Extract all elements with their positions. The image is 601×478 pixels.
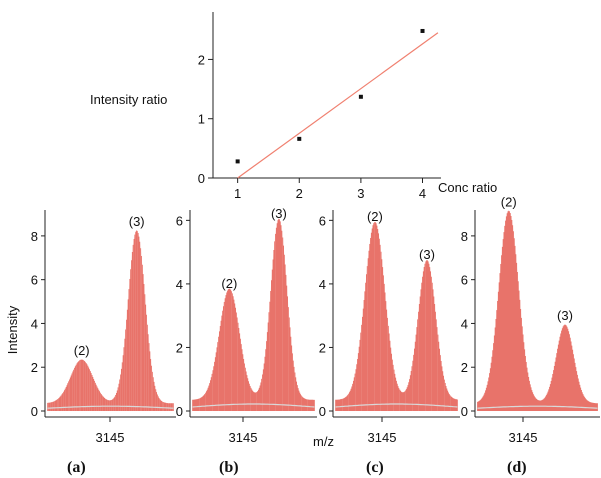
y-tick-label: 8 [461,229,468,244]
inset-x-tick-label: 4 [419,186,426,201]
spectrum-lines [47,230,174,411]
inset-fit-line [237,32,439,179]
y-tick-label: 2 [31,360,38,375]
inset-y-tick-label: 0 [198,171,205,186]
baseline-trace [335,403,458,408]
y-tick-label: 2 [319,340,326,355]
y-tick-label: 0 [319,404,326,419]
inset-y-tick-label: 1 [198,112,205,127]
inset-y-tick-label: 2 [198,52,205,67]
inset-x-tick-label: 3 [357,186,364,201]
spectrum-lines [192,218,315,411]
y-tick-label: 4 [176,277,183,292]
y-tick-label: 4 [31,316,38,331]
inset-x-axis-label: Conc ratio [438,180,497,195]
peak-label: (3) [271,206,287,221]
fit-line [237,32,439,179]
x-tick-label: 3145 [96,430,125,445]
baseline-trace [192,403,315,408]
y-tick-label: 4 [319,277,326,292]
peak-label: (2) [74,343,90,358]
inset-y-axis-label: Intensity ratio [90,92,167,107]
spectrum-panel-d: 0 2 4 6 8 3145 (2) (3) [461,194,600,445]
baseline-trace [47,405,174,409]
y-tick-label: 2 [461,360,468,375]
y-tick-label: 6 [31,273,38,288]
peak-label: (2) [367,209,383,224]
data-point [420,28,425,33]
spectrum-lines [335,222,458,411]
spectrum-panel-b: 0 2 4 6 3145 (2) (3) [176,206,317,445]
data-point [297,136,302,141]
inset-scatter-chart: 0 1 2 1 2 3 4 Intensity ratio Conc ratio [90,12,497,201]
baseline-trace [477,405,598,409]
peak-label: (3) [129,214,145,229]
inset-axes: 0 1 2 1 2 3 4 [198,12,441,201]
y-tick-label: 4 [461,316,468,331]
y-tick-label: 0 [31,404,38,419]
data-point [235,159,240,164]
spectrum-panel-c: 0 2 4 6 3145 (2) (3) [319,209,460,445]
spectrum-panel-a: 0 2 4 6 8 3145 (2) (3) [31,210,176,445]
y-tick-label: 6 [319,213,326,228]
y-tick-label: 6 [176,213,183,228]
y-tick-label: 2 [176,340,183,355]
panel-label-c: (c) [366,459,384,476]
peak-label: (2) [501,194,517,209]
y-tick-label: 0 [176,404,183,419]
x-tick-label: 3145 [509,430,538,445]
spectrum-envelope [47,230,174,411]
inset-points [235,28,425,164]
y-tick-label: 6 [461,273,468,288]
y-tick-label: 0 [461,404,468,419]
inset-x-tick-label: 1 [234,186,241,201]
x-tick-label: 3145 [368,430,397,445]
peak-label: (3) [419,247,435,262]
y-tick-label: 8 [31,229,38,244]
inset-x-tick-label: 2 [296,186,303,201]
panel-label-d: (d) [507,459,527,476]
intensity-axis-label: Intensity [5,305,20,354]
x-tick-label: 3145 [229,430,258,445]
panel-label-a: (a) [67,459,86,476]
panel-label-b: (b) [219,459,239,476]
mz-axis-label: m/z [313,434,334,449]
peak-label: (3) [557,308,573,323]
spectrum-lines [477,210,598,411]
peak-label: (2) [221,276,237,291]
data-point [358,94,363,99]
